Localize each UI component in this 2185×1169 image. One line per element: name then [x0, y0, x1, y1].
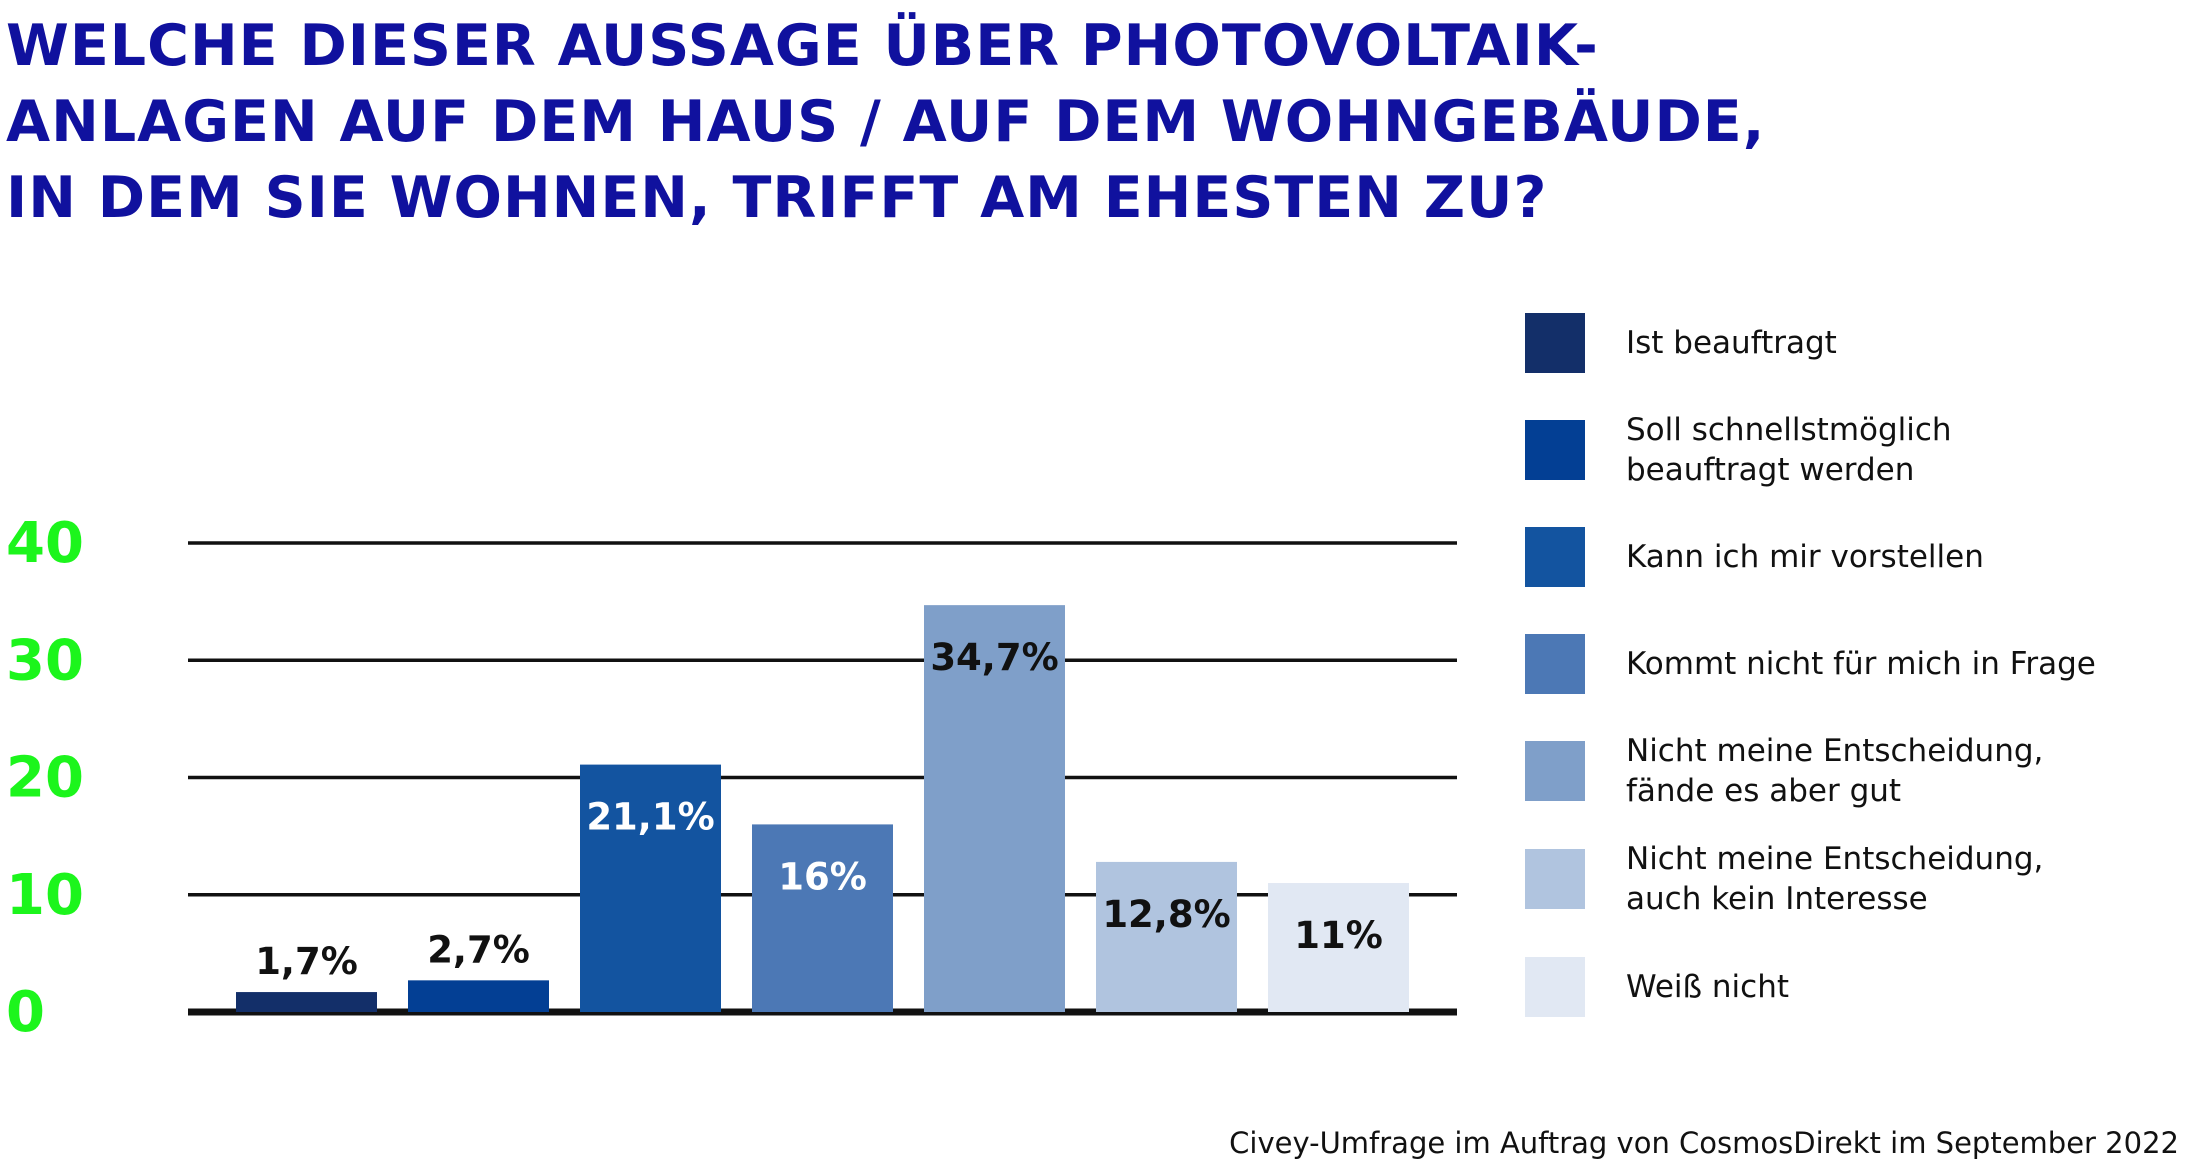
- source-note: Civey-Umfrage im Auftrag von CosmosDirek…: [1229, 1126, 2179, 1160]
- y-tick-label-0: 0: [6, 980, 45, 1045]
- legend-label: Nicht meine Entscheidung, auch kein Inte…: [1626, 841, 2044, 917]
- data-label-5: 34,7%: [930, 636, 1058, 679]
- legend-label: Nicht meine Entscheidung, fände es aber …: [1626, 733, 2044, 809]
- data-label-2: 2,7%: [427, 928, 530, 971]
- y-tick-label-10: 10: [6, 863, 84, 928]
- legend-item: Nicht meine Entscheidung, auch kein Inte…: [1525, 841, 2175, 917]
- bar-7: [1268, 883, 1409, 1012]
- legend-label: Kommt nicht für mich in Frage: [1626, 646, 2096, 682]
- y-tick-label-30: 30: [6, 628, 84, 693]
- legend-label: Weiß nicht: [1626, 969, 1790, 1005]
- legend-item: Ist beauftragt: [1525, 313, 2175, 373]
- bar-6: [1096, 861, 1237, 1012]
- y-tick-label-40: 40: [6, 511, 84, 576]
- legend-swatch: [1525, 957, 1585, 1017]
- data-label-7: 11%: [1294, 914, 1383, 957]
- data-label-6: 12,8%: [1102, 893, 1230, 936]
- legend-swatch: [1525, 849, 1585, 909]
- data-label-4: 16%: [778, 855, 867, 898]
- chart-title: WELCHE DIESER AUSSAGE ÜBER PHOTOVOLTAIK-…: [6, 13, 1766, 231]
- bar-1: [236, 992, 377, 1012]
- y-tick-label-20: 20: [6, 746, 84, 811]
- legend-label: Soll schnellstmöglich beauftragt werden: [1626, 412, 1952, 488]
- legend-item: Soll schnellstmöglich beauftragt werden: [1525, 412, 2175, 488]
- legend-label: Ist beauftragt: [1626, 325, 1837, 361]
- legend-item: Weiß nicht: [1525, 957, 2175, 1017]
- legend-item: Nicht meine Entscheidung, fände es aber …: [1525, 733, 2175, 809]
- legend-swatch: [1525, 741, 1585, 801]
- legend-swatch: [1525, 313, 1585, 373]
- data-label-1: 1,7%: [255, 940, 358, 983]
- bar-4: [752, 824, 893, 1012]
- legend-swatch: [1525, 527, 1585, 587]
- legend-item: Kommt nicht für mich in Frage: [1525, 634, 2175, 694]
- bar-5: [924, 605, 1065, 1012]
- legend-swatch: [1525, 420, 1585, 480]
- legend-item: Kann ich mir vorstellen: [1525, 527, 2175, 587]
- data-label-3: 21,1%: [586, 796, 714, 839]
- legend-swatch: [1525, 634, 1585, 694]
- bar-3: [580, 764, 721, 1012]
- legend-label: Kann ich mir vorstellen: [1626, 539, 1984, 575]
- bar-2: [408, 980, 549, 1012]
